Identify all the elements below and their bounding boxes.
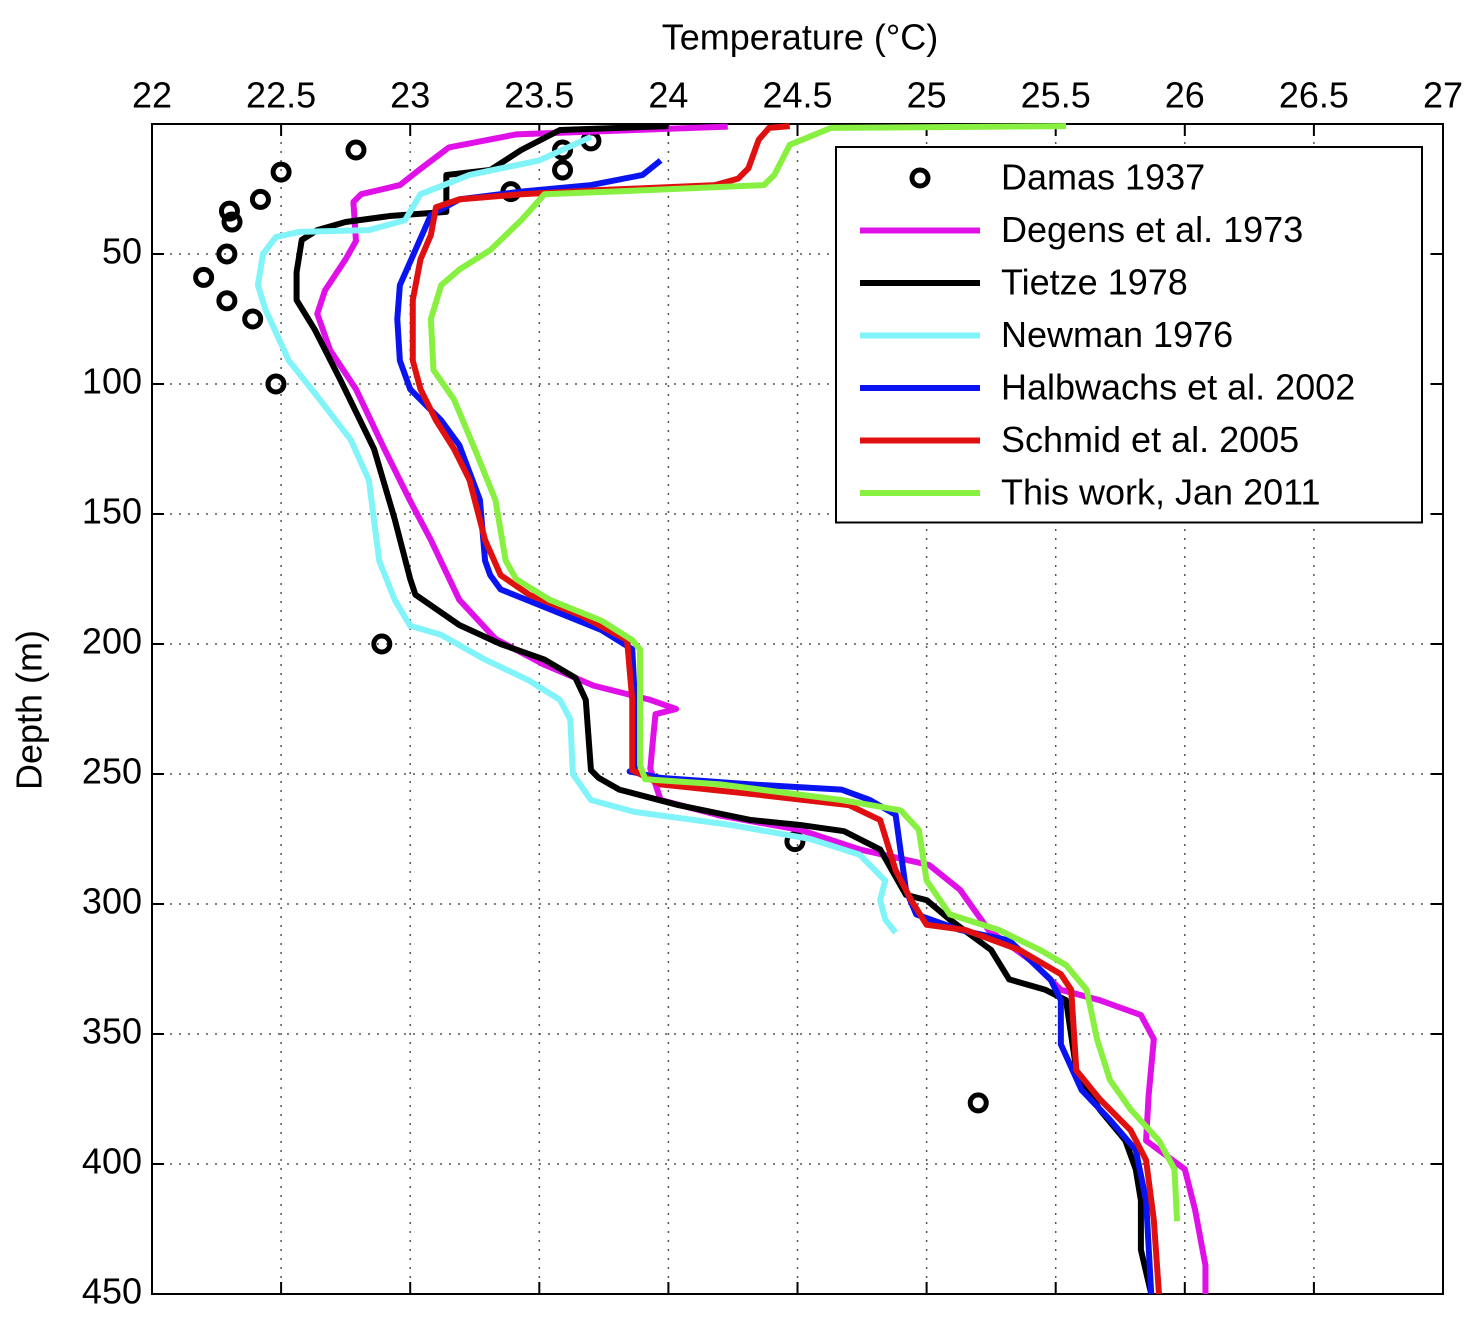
x-tick-label: 27 xyxy=(1423,75,1463,116)
legend-marker xyxy=(909,167,931,189)
plot-frame xyxy=(151,123,1444,1295)
profile-line xyxy=(427,123,1181,1222)
y-tick-label: 250 xyxy=(82,751,142,792)
profile-line xyxy=(394,158,1155,1295)
legend-label: Newman 1976 xyxy=(1001,314,1233,355)
data-point xyxy=(193,266,215,288)
data-point xyxy=(218,200,240,222)
profile-line xyxy=(314,123,1209,1294)
legend-label: Degens et al. 1973 xyxy=(1001,209,1303,250)
legend: Damas 1937 Degens et al. 1973 Tietze 1978 N… xyxy=(835,146,1423,524)
data-point xyxy=(552,139,574,161)
x-axis-label: Temperature (°C) xyxy=(662,17,938,58)
legend-label: Damas 1937 xyxy=(1001,157,1205,198)
y-tick-label: 300 xyxy=(82,881,142,922)
profile-line xyxy=(254,134,898,935)
data-point xyxy=(371,633,393,655)
x-tick-label: 24 xyxy=(648,75,688,116)
y-tick-label: 50 xyxy=(102,231,142,272)
y-tick-label: 400 xyxy=(82,1141,142,1182)
y-tick-label: 100 xyxy=(82,361,142,402)
x-tick-label: 22 xyxy=(132,75,172,116)
data-point xyxy=(265,373,287,395)
x-tick-label: 22.5 xyxy=(246,75,316,116)
legend-label: Halbwachs et al. 2002 xyxy=(1001,367,1355,408)
y-tick-label: 150 xyxy=(82,491,142,532)
legend-label: Tietze 1978 xyxy=(1001,262,1188,303)
x-tick-label: 23.5 xyxy=(504,75,574,116)
data-point xyxy=(242,308,264,330)
data-point xyxy=(221,211,243,233)
x-tick-label: 26 xyxy=(1165,75,1205,116)
legend-label: Schmid et al. 2005 xyxy=(1001,419,1299,460)
data-point xyxy=(216,243,238,265)
data-point xyxy=(249,188,271,210)
x-tick-label: 23 xyxy=(390,75,430,116)
data-point xyxy=(216,290,238,312)
data-point xyxy=(552,159,574,181)
x-tick-label: 25.5 xyxy=(1021,75,1091,116)
y-axis-label: Depth (m) xyxy=(9,630,50,790)
x-tick-label: 26.5 xyxy=(1279,75,1349,116)
x-tick-label: 25 xyxy=(907,75,947,116)
data-point xyxy=(967,1092,989,1114)
legend-label: This work, Jan 2011 xyxy=(1001,472,1320,513)
data-point xyxy=(270,161,292,183)
y-tick-label: 450 xyxy=(82,1271,142,1312)
data-point xyxy=(345,139,367,161)
y-tick-label: 350 xyxy=(82,1011,142,1052)
x-tick-label: 24.5 xyxy=(762,75,832,116)
y-tick-label: 200 xyxy=(82,621,142,662)
